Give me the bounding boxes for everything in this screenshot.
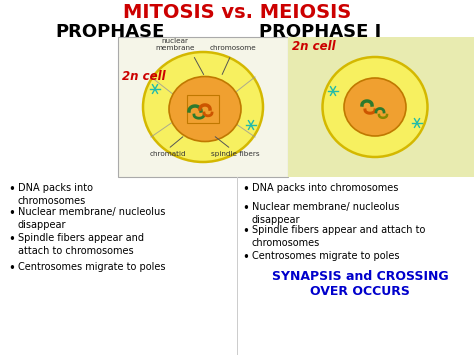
Bar <box>118 37 288 177</box>
Text: SYNAPSIS and CROSSING: SYNAPSIS and CROSSING <box>272 270 448 283</box>
Text: •: • <box>242 202 249 215</box>
Text: •: • <box>8 233 15 246</box>
Bar <box>288 37 474 177</box>
Text: PROPHASE: PROPHASE <box>55 23 164 41</box>
Text: •: • <box>242 183 249 196</box>
Ellipse shape <box>322 57 428 157</box>
Text: DNA packs into chromosomes: DNA packs into chromosomes <box>252 183 398 193</box>
Ellipse shape <box>143 52 263 162</box>
Bar <box>187 95 219 123</box>
Ellipse shape <box>344 78 406 136</box>
Text: Nuclear membrane/ nucleolus
disappear: Nuclear membrane/ nucleolus disappear <box>252 202 400 225</box>
Text: Spindle fibers appear and attach to
chromosomes: Spindle fibers appear and attach to chro… <box>252 225 425 248</box>
Ellipse shape <box>169 76 241 142</box>
Text: 2n cell: 2n cell <box>292 40 336 54</box>
Text: Centrosomes migrate to poles: Centrosomes migrate to poles <box>252 251 400 261</box>
Text: •: • <box>242 225 249 238</box>
Text: Nuclear membrane/ nucleolus
disappear: Nuclear membrane/ nucleolus disappear <box>18 207 165 230</box>
Text: PROPHASE I: PROPHASE I <box>259 23 381 41</box>
Text: chromosome: chromosome <box>210 45 256 51</box>
Text: •: • <box>8 207 15 220</box>
Text: chromatid: chromatid <box>150 151 186 157</box>
Text: OVER OCCURS: OVER OCCURS <box>310 285 410 298</box>
Text: spindle fibers: spindle fibers <box>210 151 259 157</box>
Text: MITOSIS vs. MEIOSIS: MITOSIS vs. MEIOSIS <box>123 3 351 22</box>
Text: •: • <box>8 262 15 275</box>
Text: Centrosomes migrate to poles: Centrosomes migrate to poles <box>18 262 165 272</box>
Text: •: • <box>242 251 249 264</box>
Text: 2n cell: 2n cell <box>122 71 165 83</box>
Text: •: • <box>8 183 15 196</box>
Text: Spindle fibers appear and
attach to chromosomes: Spindle fibers appear and attach to chro… <box>18 233 144 256</box>
Text: nuclear
membrane: nuclear membrane <box>155 38 195 51</box>
Text: DNA packs into
chromosomes: DNA packs into chromosomes <box>18 183 93 206</box>
